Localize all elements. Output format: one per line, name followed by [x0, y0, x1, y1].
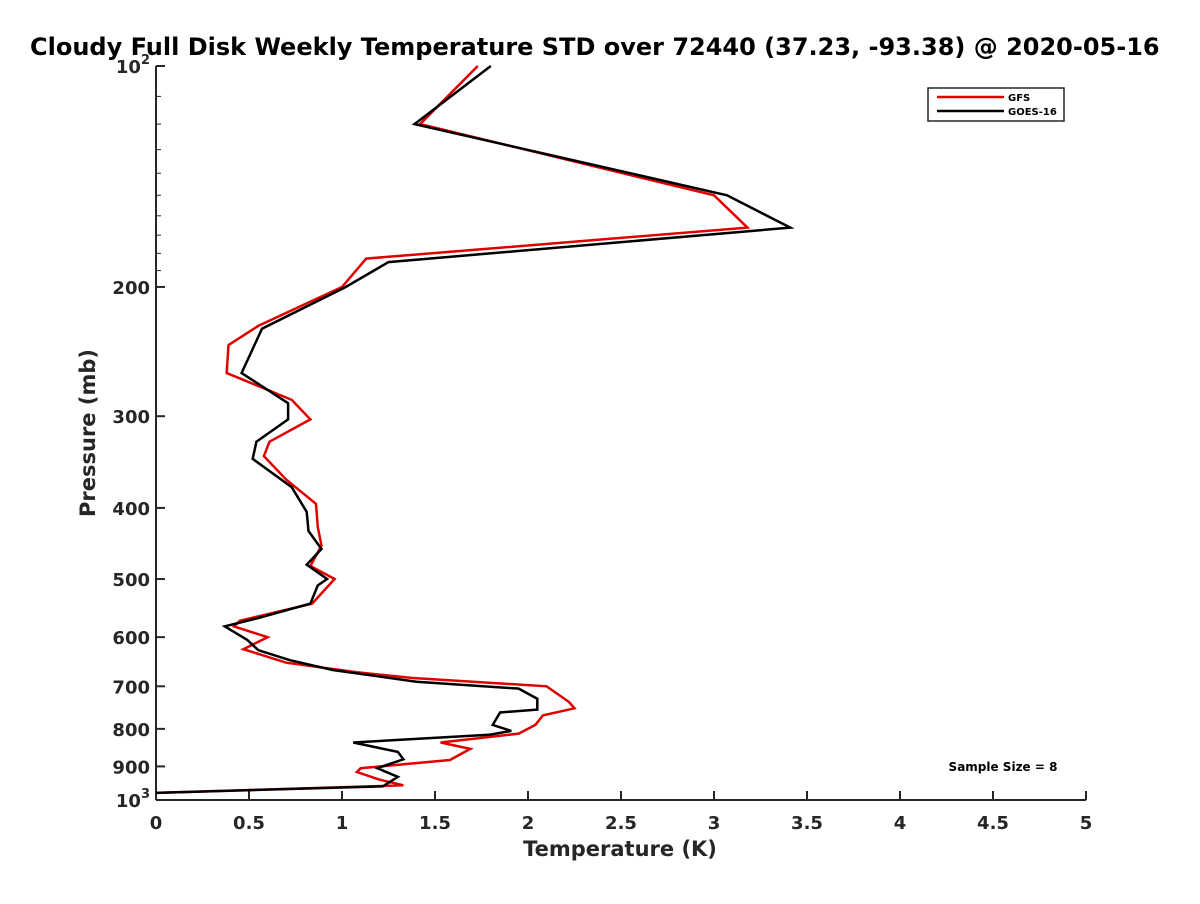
legend-label: GFS [1008, 93, 1030, 104]
chart-title: Cloudy Full Disk Weekly Temperature STD … [30, 33, 1160, 61]
x-tick-label: 3.5 [791, 813, 823, 834]
series-line-gfs [155, 65, 751, 795]
y-tick-label: 102 [116, 53, 150, 78]
y-tick-label: 600 [112, 628, 150, 649]
y-axis-label: Pressure (mb) [76, 349, 100, 517]
legend: GFS GOES-16 [927, 87, 1065, 122]
plot-area [155, 65, 795, 795]
legend-label: GOES-16 [1008, 107, 1057, 118]
x-tick-label: 2 [522, 813, 535, 834]
series-line-goes-16 [155, 65, 795, 795]
y-tick-label: 200 [112, 278, 150, 299]
x-tick-label: 2.5 [605, 813, 637, 834]
y-tick-label: 700 [112, 677, 150, 698]
y-tick-label: 800 [112, 720, 150, 741]
y-tick-label: 400 [112, 499, 150, 520]
x-tick-label: 0.5 [233, 813, 265, 834]
x-tick-label: 5 [1080, 813, 1093, 834]
x-tick-label: 3 [708, 813, 721, 834]
x-tick-label: 0 [150, 813, 163, 834]
x-axis-label: Temperature (K) [523, 837, 717, 861]
legend-box [927, 87, 1065, 122]
x-tick-label: 1 [336, 813, 349, 834]
y-tick-label: 300 [112, 407, 150, 428]
sample-size-annotation: Sample Size = 8 [949, 760, 1058, 774]
y-tick-label: 500 [112, 570, 150, 591]
x-tick-label: 4 [894, 813, 907, 834]
y-tick-label: 103 [116, 787, 150, 812]
axes: 0 0.5 1 1.5 2 2.5 3 3.5 4 4.5 5 102 200 300 400 500 600 7… [112, 53, 1092, 834]
x-tick-label: 1.5 [419, 813, 451, 834]
y-tick-label: 900 [112, 757, 150, 778]
x-tick-label: 4.5 [977, 813, 1009, 834]
